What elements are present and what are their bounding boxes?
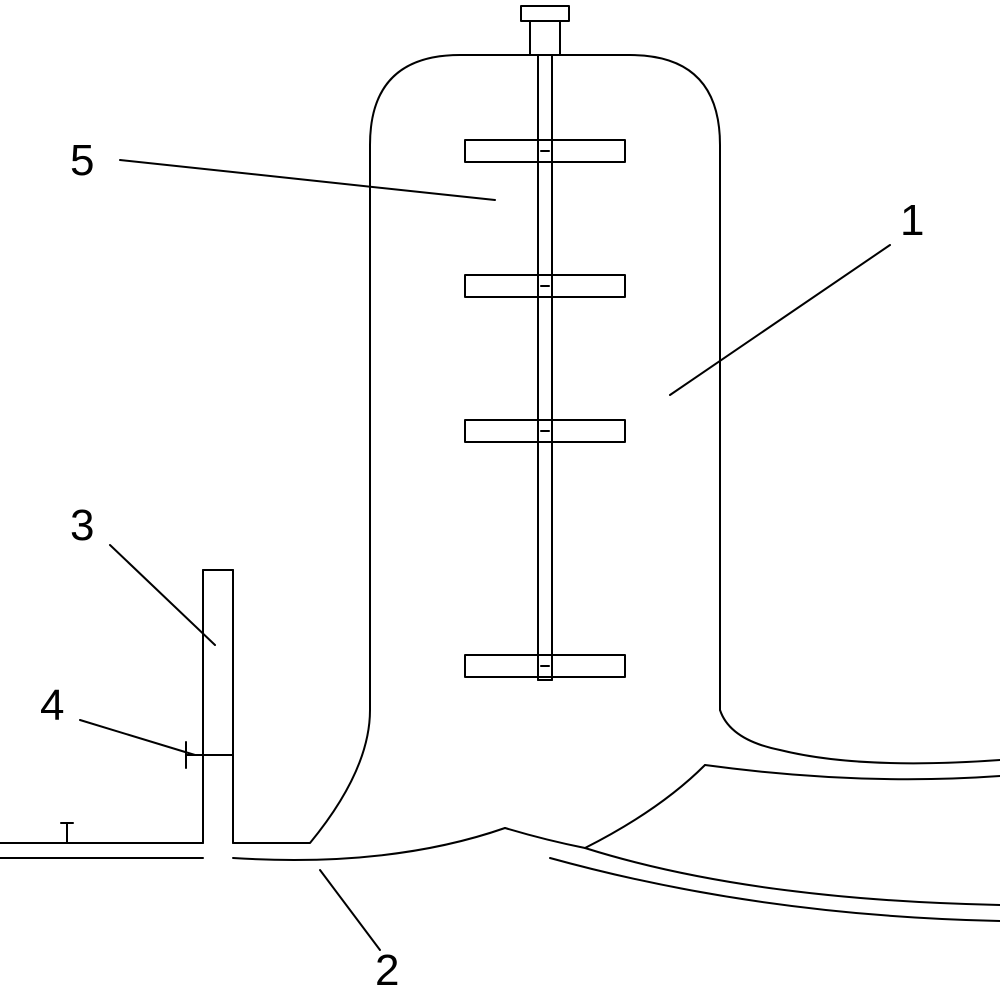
technical-diagram: 5 1 3 4 2: [0, 0, 1000, 993]
callout-label: 2: [375, 946, 399, 993]
callout-label: 4: [40, 681, 64, 730]
callout-label: 1: [900, 196, 924, 245]
callout-label: 5: [70, 136, 94, 185]
callout-label: 3: [70, 501, 94, 550]
